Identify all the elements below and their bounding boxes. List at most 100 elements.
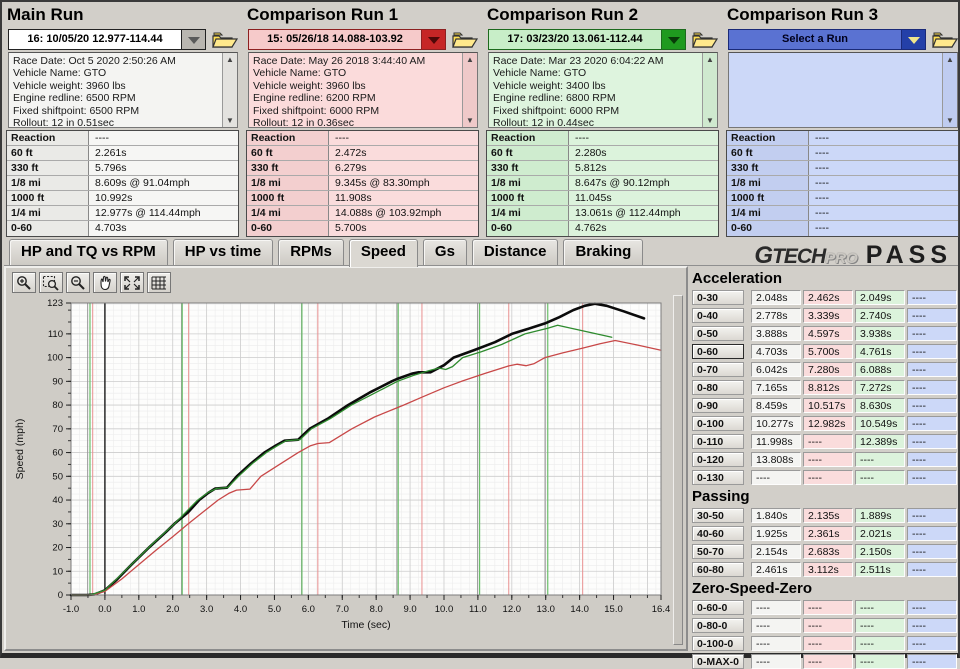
tab-gs[interactable]: Gs [422, 239, 467, 265]
tab-speed[interactable]: Speed [348, 239, 418, 267]
stats-value: ---- [815, 207, 829, 219]
stats-label: 1/4 mi [247, 206, 329, 220]
metric-label-button[interactable]: 0-50 [692, 326, 744, 341]
metric-label-button[interactable]: 40-60 [692, 526, 744, 541]
scroll-down-icon[interactable]: ▼ [226, 116, 234, 125]
stats-label: 1/8 mi [727, 176, 809, 190]
metric-label-button[interactable]: 0-90 [692, 398, 744, 413]
run-selector-row: 16: 10/05/20 12.977-114.44 [8, 29, 238, 50]
metric-label-button[interactable]: 0-60-0 [692, 600, 744, 615]
metric-label-button[interactable]: 0-70 [692, 362, 744, 377]
stats-row: 0-60 5.700s [247, 221, 478, 236]
scroll-up-icon[interactable]: ▲ [706, 55, 714, 64]
metric-label-button[interactable]: 0-130 [692, 470, 744, 485]
metric-label-button[interactable]: 0-MAX-0 [692, 654, 744, 669]
stats-value: ---- [815, 132, 829, 144]
tab-hp-and-tq-vs-rpm[interactable]: HP and TQ vs RPM [9, 239, 168, 265]
metric-row: 50-70 2.154s 2.683s 2.150s ---- [692, 544, 960, 559]
load-run-folder-button[interactable] [211, 30, 238, 50]
scroll-down-icon[interactable]: ▼ [946, 116, 954, 125]
info-scrollbar[interactable]: ▲ ▼ [462, 53, 477, 127]
grid-icon[interactable] [147, 272, 171, 293]
dropdown-arrow-icon[interactable] [901, 30, 925, 49]
svg-text:0.0: 0.0 [98, 604, 111, 615]
stats-value: 9.345s @ 83.30mph [335, 177, 430, 189]
stats-value: ---- [815, 177, 829, 189]
metric-row: 0-80 7.165s 8.812s 7.272s ---- [692, 380, 960, 395]
graph-tab-bar: HP and TQ vs RPM HP vs time RPMs Speed Gs Dis… [4, 238, 958, 269]
run-info-line: Fixed shiftpoint: 6500 RPM [13, 104, 140, 117]
svg-text:123: 123 [47, 298, 63, 309]
stats-row: 330 ft 5.796s [7, 161, 238, 176]
tab-distance[interactable]: Distance [471, 239, 559, 265]
logo-tech: TECH [772, 245, 826, 268]
stats-value: 6.279s [335, 162, 367, 174]
fit-icon[interactable] [120, 272, 144, 293]
stats-row: 1/8 mi ---- [727, 176, 958, 191]
scroll-down-icon[interactable]: ▼ [466, 116, 474, 125]
zoom-select-icon[interactable] [39, 272, 63, 293]
tab-braking[interactable]: Braking [563, 239, 644, 265]
metric-value: 11.998s [751, 434, 801, 449]
metric-row: 0-90 8.459s 10.517s 8.630s ---- [692, 398, 960, 413]
run-select-dropdown[interactable]: 17: 03/23/20 13.061-112.44 [488, 29, 686, 50]
info-scrollbar[interactable]: ▲ ▼ [222, 53, 237, 127]
stats-label: 60 ft [487, 146, 569, 160]
metric-row: 60-80 2.461s 3.112s 2.511s ---- [692, 562, 960, 577]
zoom-out-icon[interactable] [66, 272, 90, 293]
pan-icon[interactable] [93, 272, 117, 293]
stats-row: 330 ft 6.279s [247, 161, 478, 176]
info-scrollbar[interactable]: ▲ ▼ [702, 53, 717, 127]
run-info-line: Engine redline: 6500 RPM [13, 92, 136, 105]
load-run-folder-button[interactable] [691, 30, 718, 50]
dropdown-arrow-icon[interactable] [421, 30, 445, 49]
metric-label-button[interactable]: 0-120 [692, 452, 744, 467]
run-select-dropdown[interactable]: 15: 05/26/18 14.088-103.92 [248, 29, 446, 50]
metric-label-button[interactable]: 50-70 [692, 544, 744, 559]
stats-row: 60 ft ---- [727, 146, 958, 161]
scroll-up-icon[interactable]: ▲ [466, 55, 474, 64]
metric-label-button[interactable]: 0-80-0 [692, 618, 744, 633]
info-scrollbar[interactable]: ▲ ▼ [942, 53, 957, 127]
scroll-down-icon[interactable]: ▼ [706, 116, 714, 125]
dropdown-arrow-icon[interactable] [181, 30, 205, 49]
metric-row: 0-60-0 ---- ---- ---- ---- [692, 600, 960, 615]
metric-value: 12.982s [803, 416, 853, 431]
load-run-folder-button[interactable] [451, 30, 478, 50]
run-select-dropdown[interactable]: Select a Run [728, 29, 926, 50]
metric-row: 0-80-0 ---- ---- ---- ---- [692, 618, 960, 633]
speed-vs-time-chart[interactable]: -1.0 0.0 1.0 2.0 3.0 4.0 5.0 6.0 7.0 8.0 9.0 10.0 11… [9, 295, 683, 647]
run-info-line: Vehicle Name: GTO [13, 67, 107, 80]
metric-label-button[interactable]: 0-80 [692, 380, 744, 395]
metric-value: ---- [907, 526, 957, 541]
zoom-in-icon[interactable] [12, 272, 36, 293]
load-run-folder-button[interactable] [931, 30, 958, 50]
metric-value: 8.630s [855, 398, 905, 413]
svg-text:20: 20 [52, 543, 63, 554]
logo-pass: PASS [865, 241, 952, 269]
metric-label-button[interactable]: 0-100 [692, 416, 744, 431]
metric-label-button[interactable]: 30-50 [692, 508, 744, 523]
metric-value: 4.703s [751, 344, 801, 359]
run-stats-table: Reaction ---- 60 ft 2.280s 330 ft 5.812s 1/8 m… [486, 130, 719, 237]
dropdown-arrow-icon[interactable] [661, 30, 685, 49]
run-info-line: Engine redline: 6800 RPM [493, 92, 616, 105]
metric-label-button[interactable]: 0-40 [692, 308, 744, 323]
metric-label-button[interactable]: 0-110 [692, 434, 744, 449]
scroll-up-icon[interactable]: ▲ [946, 55, 954, 64]
stats-label: 1/4 mi [7, 206, 89, 220]
metric-label-button[interactable]: 60-80 [692, 562, 744, 577]
scroll-up-icon[interactable]: ▲ [226, 55, 234, 64]
tab-hp-vs-time[interactable]: HP vs time [172, 239, 274, 265]
metric-value: 2.048s [751, 290, 801, 305]
metric-label-button[interactable]: 0-30 [692, 290, 744, 305]
stats-value: 4.762s [575, 222, 607, 234]
run-select-dropdown[interactable]: 16: 10/05/20 12.977-114.44 [8, 29, 206, 50]
tab-rpms[interactable]: RPMs [278, 239, 344, 265]
metric-value: ---- [751, 600, 801, 615]
metric-value: ---- [907, 636, 957, 651]
metric-label-button[interactable]: 0-100-0 [692, 636, 744, 651]
stats-value: 5.812s [575, 162, 607, 174]
metric-label-button[interactable]: 0-60 [692, 344, 744, 359]
stats-value: ---- [95, 132, 109, 144]
